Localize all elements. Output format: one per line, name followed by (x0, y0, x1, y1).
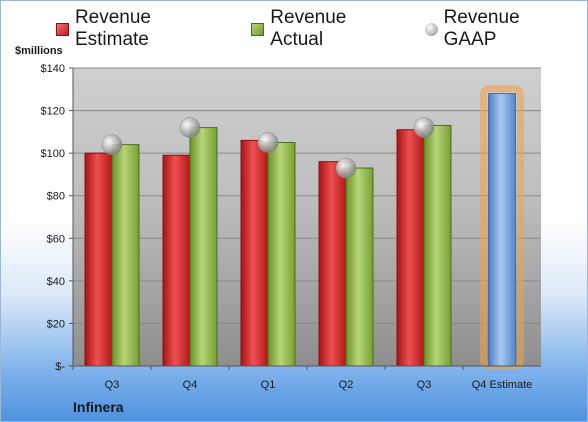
chart-legend: Revenue Estimate Revenue Actual Revenue … (56, 7, 577, 50)
legend-label-gaap: Revenue GAAP (443, 7, 520, 50)
x-tick-label: Q1 (261, 379, 276, 391)
bar-revenue-estimate (84, 152, 113, 367)
company-name: Infinera (73, 399, 124, 415)
legend-swatch-estimate (56, 22, 69, 36)
y-axis: $- $20 $40 $60 $80 $100 $120 $140 (41, 63, 74, 373)
bar-revenue-estimate (162, 154, 191, 367)
y-tick-label: $80 (47, 191, 65, 203)
gaap-markers (101, 117, 435, 179)
legend-swatch-gaap (424, 22, 438, 36)
x-tick-label: Q3 (417, 379, 432, 391)
legend-label-estimate: Revenue Estimate (74, 7, 151, 50)
y-tick-label: $140 (41, 63, 65, 75)
gridlines (73, 67, 541, 324)
legend-item-revenue-gaap: Revenue GAAP (424, 7, 577, 51)
y-tick-label: $60 (47, 233, 65, 245)
bar-revenue-estimate (396, 129, 425, 367)
gaap-marker (257, 132, 279, 153)
bar-revenue-estimate (318, 161, 347, 367)
y-tick-label: $100 (41, 148, 65, 160)
gaap-marker (179, 117, 201, 138)
legend-label-actual: Revenue Actual (270, 7, 347, 50)
y-axis-unit-label: $millions (15, 45, 63, 57)
bar-revenue-actual (423, 124, 452, 367)
legend-item-revenue-estimate: Revenue Estimate (56, 7, 229, 51)
y-tick-label: $40 (47, 276, 65, 288)
bar-revenue-actual (189, 127, 218, 367)
legend-swatch-actual (251, 22, 265, 36)
plot-area (73, 68, 541, 366)
x-tick-label: Q2 (339, 379, 354, 391)
x-tick-label: Q4 (183, 379, 198, 391)
x-tick-label: Q4 Estimate (472, 379, 533, 391)
gaap-marker (413, 117, 435, 138)
bar-revenue-estimate (240, 139, 269, 367)
y-tick-label: $120 (41, 106, 65, 118)
bars (84, 85, 524, 370)
x-tick-label: Q3 (105, 379, 120, 391)
gaap-marker (101, 134, 123, 155)
gaap-marker (335, 157, 357, 179)
x-axis: Q3 Q4 Q1 Q2 Q3 Q4 Estimate (72, 365, 541, 391)
y-tick-label: $- (55, 361, 65, 373)
bar-revenue-actual (111, 144, 140, 367)
y-tick-label: $20 (47, 318, 65, 330)
bar-revenue-actual (267, 142, 296, 367)
bar-revenue-actual (345, 167, 374, 367)
legend-item-revenue-actual: Revenue Actual (251, 7, 402, 51)
bar-q4-estimate (488, 93, 516, 367)
